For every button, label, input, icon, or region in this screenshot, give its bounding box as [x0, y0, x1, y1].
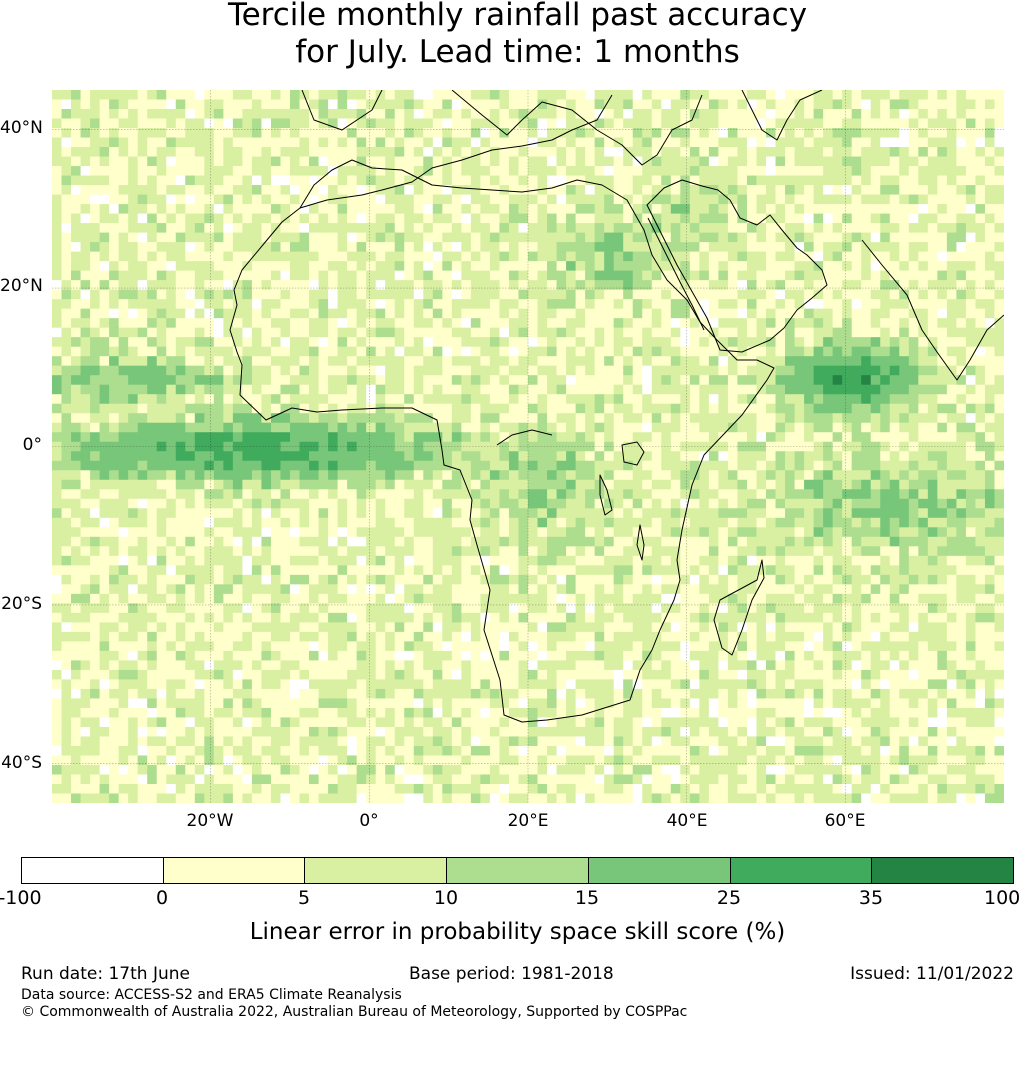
madagascar-coastline [713, 559, 765, 656]
africa-coastline [229, 159, 775, 723]
coastlines [229, 90, 1004, 723]
colorbar-segment [588, 858, 731, 883]
colorbar [21, 857, 1014, 884]
colorbar-segment [872, 858, 1014, 883]
map-gridlines [52, 90, 1004, 803]
lon-label-20e: 20°E [507, 811, 549, 831]
colorbar-tick: 25 [716, 887, 742, 909]
skill-score-map [52, 90, 1004, 803]
mediterranean-coast [299, 94, 613, 209]
lat-label-eq: 0° [22, 435, 42, 455]
colorbar-segment [22, 858, 164, 883]
colorbar-tick: 35 [858, 887, 884, 909]
colorbar-tick: 5 [297, 887, 311, 909]
lon-label-60e: 60°E [824, 811, 866, 831]
data-source: Data source: ACCESS-S2 and ERA5 Climate … [21, 987, 402, 1003]
colorbar-segment [447, 858, 589, 883]
red-sea-inner [647, 217, 705, 331]
colorbar-segment [730, 858, 873, 883]
base-period: Base period: 1981-2018 [409, 964, 614, 984]
lake-victoria [621, 441, 645, 466]
map-title-line-1: Tercile monthly rainfall past accuracy [227, 0, 808, 33]
colorbar-tick: 100 [984, 887, 1021, 909]
lake-tanganyika [599, 474, 613, 516]
lat-label-40n: 40°N [0, 118, 43, 138]
run-date: Run date: 17th June [21, 964, 190, 984]
lat-label-20s: 20°S [1, 594, 42, 614]
congo-river [496, 429, 553, 446]
lon-label-0: 0° [359, 811, 379, 831]
lat-label-20n: 20°N [0, 276, 43, 296]
india-coast [861, 239, 1004, 381]
colorbar-segment [305, 858, 448, 883]
lon-label-20w: 20°W [186, 811, 234, 831]
lon-label-40e: 40°E [666, 811, 708, 831]
issued-date: Issued: 11/01/2022 [850, 964, 1014, 984]
copyright: © Commonwealth of Australia 2022, Austra… [21, 1004, 688, 1020]
colorbar-tick: 0 [155, 887, 169, 909]
lat-label-40s: 40°S [1, 753, 42, 773]
arabia-coastline [646, 179, 828, 353]
colorbar-tick: 10 [433, 887, 459, 909]
colorbar-segment [163, 858, 306, 883]
colorbar-label: Linear error in probability space skill … [249, 919, 786, 945]
europe-coast [301, 90, 823, 166]
colorbar-tick: -100 [0, 887, 42, 909]
lake-malawi [636, 524, 645, 561]
map-title-line-2: for July. Lead time: 1 months [295, 34, 740, 70]
colorbar-tick: 15 [574, 887, 600, 909]
